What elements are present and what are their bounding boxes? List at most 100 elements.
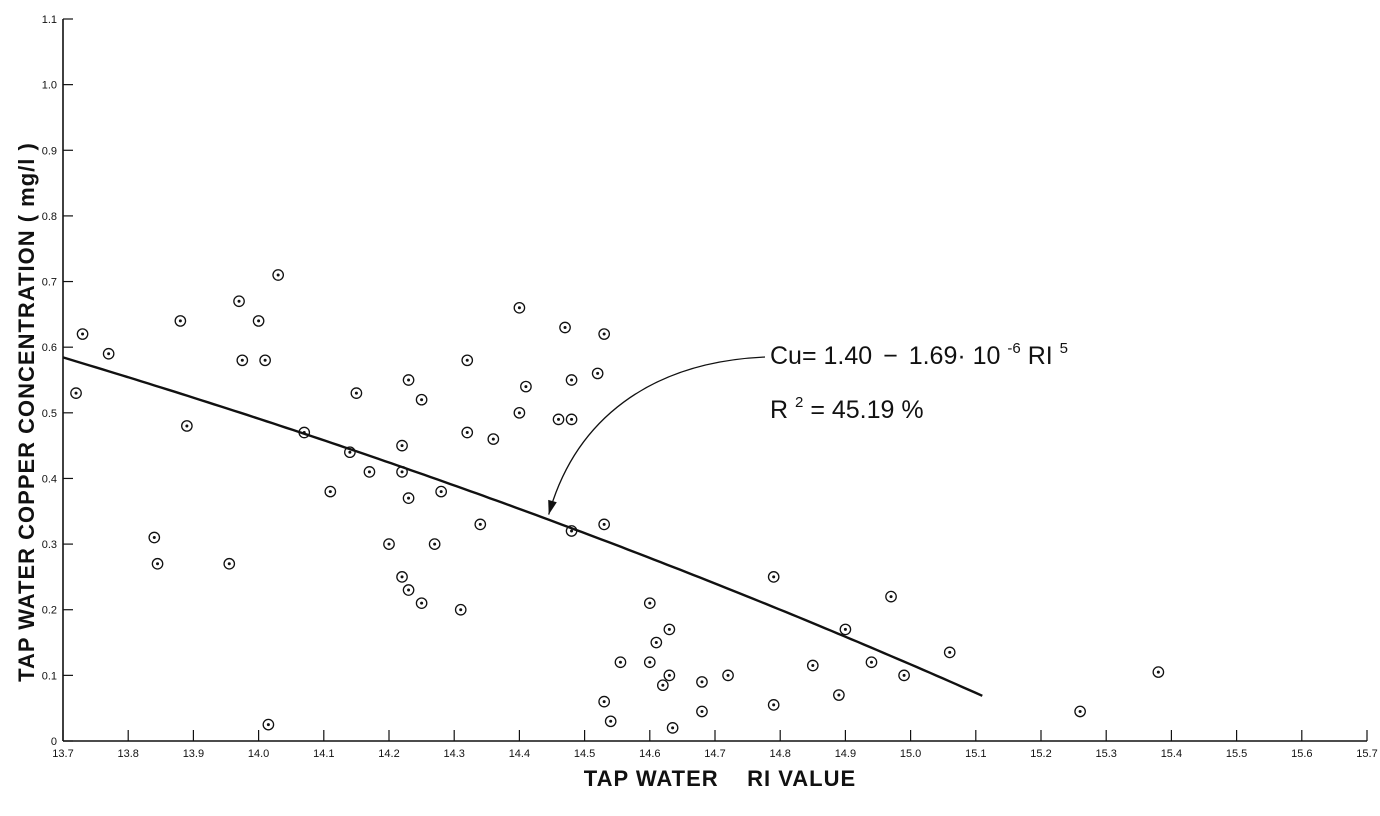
data-point-ring (415, 393, 428, 406)
data-point-ring (643, 597, 656, 610)
data-point-dot (517, 306, 521, 310)
data-point (943, 646, 956, 659)
data-point-dot (902, 673, 906, 677)
data-point (344, 446, 356, 459)
data-point (363, 466, 376, 478)
data-point-dot (609, 719, 613, 723)
data-point-dot (570, 529, 574, 533)
data-point-ring (520, 380, 532, 393)
data-point-ring (565, 374, 578, 386)
data-point-dot (465, 431, 469, 435)
x-tick-label: 13.7 (52, 748, 73, 760)
data-point-dot (400, 470, 404, 474)
data-point-dot (618, 660, 622, 664)
equation-power: 5 (1060, 340, 1068, 357)
x-tick-label: 14.9 (835, 748, 856, 760)
data-point-dot (152, 536, 156, 540)
data-point-dot (563, 325, 567, 329)
data-point-dot (74, 391, 78, 395)
data-point-ring (696, 705, 708, 718)
data-point-ring (767, 699, 780, 711)
data-point-ring (461, 354, 474, 367)
y-axis-title: TAP WATER COPPER CONCENTRATION ( mg/l ) (14, 142, 39, 682)
x-tick-label: 14.0 (248, 748, 269, 760)
data-point-ring (806, 659, 819, 672)
r2-value: = 45.19 % (810, 396, 923, 424)
data-point-ring (435, 485, 448, 498)
x-tick-label: 14.5 (574, 748, 595, 760)
axes (62, 19, 1367, 742)
data-point (865, 656, 878, 669)
data-point (474, 518, 487, 531)
data-point-ring (350, 387, 363, 399)
data-point-dot (948, 650, 952, 654)
data-point-dot (227, 562, 231, 566)
data-point-ring (513, 301, 526, 314)
data-point-dot (596, 371, 600, 375)
data-point-dot (667, 673, 671, 677)
data-point-dot (400, 575, 404, 579)
data-point (151, 557, 164, 570)
data-point-dot (387, 542, 391, 546)
data-point-ring (943, 646, 956, 659)
data-point (70, 387, 82, 399)
data-point-ring (591, 367, 604, 380)
data-point-dot (420, 601, 424, 605)
x-tick-label: 15.3 (1095, 748, 1116, 760)
data-point-ring (650, 636, 663, 649)
data-point (656, 679, 669, 692)
x-tick-label: 15.6 (1291, 748, 1312, 760)
data-point (598, 518, 611, 531)
data-point-dot (263, 358, 267, 362)
data-point-ring (233, 295, 245, 308)
data-point-dot (524, 385, 528, 389)
data-point-dot (400, 444, 404, 448)
data-point-dot (328, 490, 332, 494)
data-point (461, 354, 474, 367)
data-point (598, 328, 611, 340)
data-point (181, 420, 193, 432)
y-ticks: 0 0.1 0.2 0.3 0.4 0.5 0.6 0.7 0.8 0.9 1.0 1.1 (42, 14, 73, 748)
data-point-ring (363, 466, 376, 478)
data-point (663, 623, 676, 636)
x-tick-label: 14.2 (378, 748, 399, 760)
data-point-ring (428, 538, 441, 550)
data-point-dot (433, 542, 437, 546)
x-ticks: 13.7 13.8 13.9 14.0 14.1 14.2 14.3 14.4 14.5 14.6… (52, 730, 1378, 760)
data-point (233, 295, 245, 308)
data-point-dot (700, 709, 704, 713)
data-point (236, 354, 249, 367)
y-tick-label: 0.6 (42, 342, 57, 354)
data-point-dot (667, 627, 671, 631)
data-point-ring (223, 557, 236, 570)
data-point-dot (661, 683, 665, 687)
data-point-dot (237, 299, 241, 303)
data-point-dot (671, 726, 675, 730)
data-point-ring (70, 387, 82, 399)
data-point-dot (439, 490, 443, 494)
y-tick-label: 0.3 (42, 539, 57, 551)
data-point (614, 656, 627, 669)
data-point-ring (474, 518, 487, 531)
x-tick-label: 15.4 (1161, 748, 1182, 760)
data-point-ring (383, 538, 395, 550)
data-point-ring (396, 571, 408, 583)
data-point-ring (598, 695, 611, 708)
data-point-dot (1078, 709, 1082, 713)
x-tick-label: 14.7 (704, 748, 725, 760)
data-point-ring (272, 269, 285, 281)
data-point (415, 393, 428, 406)
data-point (565, 374, 578, 386)
data-point-dot (407, 496, 411, 500)
y-tick-label: 0.5 (42, 408, 57, 420)
x-axis-title: TAP WATER RI VALUE (584, 766, 856, 791)
x-tick-label: 15.2 (1030, 748, 1051, 760)
equation-exponent: -6 (1007, 340, 1020, 357)
data-point (402, 492, 415, 504)
data-point-ring (1152, 666, 1165, 678)
y-tick-label: 0.8 (42, 211, 57, 223)
data-point-ring (839, 623, 852, 636)
data-point-ring (402, 584, 415, 596)
data-point-dot (654, 641, 658, 645)
